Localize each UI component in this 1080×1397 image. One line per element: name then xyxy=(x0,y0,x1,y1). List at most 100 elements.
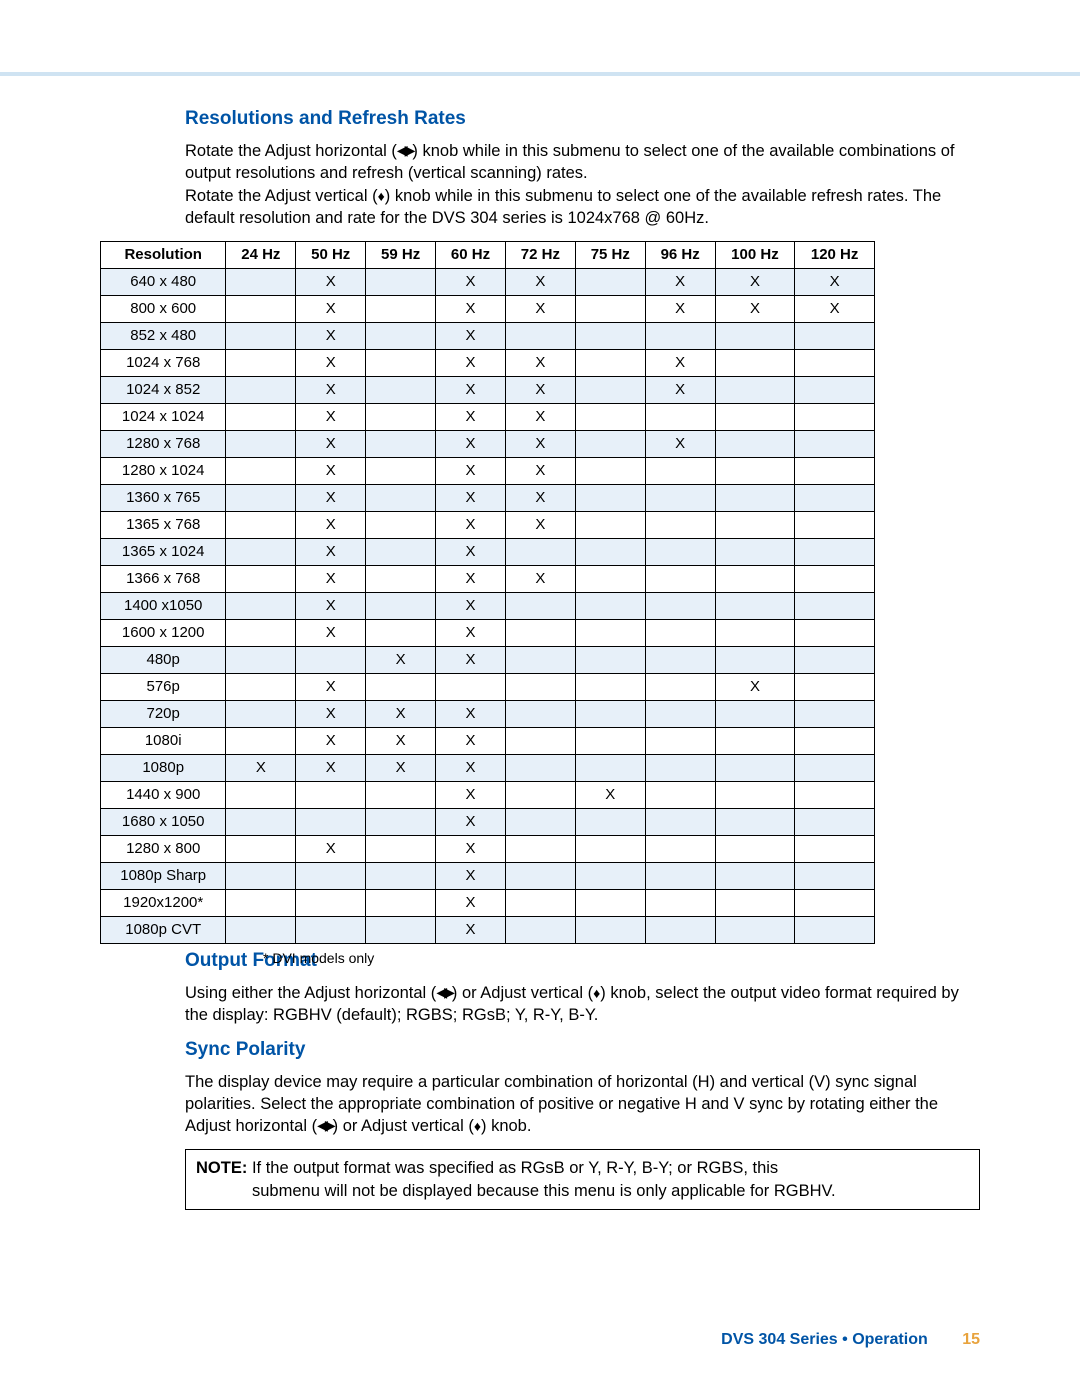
table-row: 1366 x 768XXX xyxy=(101,566,875,593)
table-row: 1080p SharpX xyxy=(101,863,875,890)
support-cell xyxy=(366,890,436,917)
support-cell xyxy=(226,782,296,809)
support-cell xyxy=(226,836,296,863)
table-row: 1280 x 1024XXX xyxy=(101,458,875,485)
support-cell xyxy=(366,458,436,485)
support-cell xyxy=(575,701,645,728)
table-body: 640 x 480XXXXXX800 x 600XXXXXX852 x 480X… xyxy=(101,269,875,944)
support-cell xyxy=(645,782,715,809)
support-cell: X xyxy=(296,431,366,458)
text: ) or Adjust vertical ( xyxy=(452,984,593,1002)
resolution-cell: 1680 x 1050 xyxy=(101,809,226,836)
support-cell: X xyxy=(715,269,795,296)
resolution-cell: 800 x 600 xyxy=(101,296,226,323)
text: Using either the Adjust horizontal ( xyxy=(185,984,436,1002)
support-cell xyxy=(795,917,875,944)
table-row: 1024 x 768XXXX xyxy=(101,350,875,377)
table-row: 1600 x 1200XX xyxy=(101,620,875,647)
support-cell xyxy=(366,485,436,512)
support-cell xyxy=(645,755,715,782)
col-header-hz: 24 Hz xyxy=(226,242,296,269)
paragraph-sync-polarity: The display device may require a particu… xyxy=(185,1071,980,1138)
support-cell: X xyxy=(436,539,506,566)
support-cell xyxy=(366,917,436,944)
support-cell: X xyxy=(366,701,436,728)
support-cell xyxy=(505,782,575,809)
resolution-cell: 1365 x 1024 xyxy=(101,539,226,566)
support-cell xyxy=(505,539,575,566)
support-cell xyxy=(795,863,875,890)
note-text-2: submenu will not be displayed because th… xyxy=(252,1180,969,1202)
footnote: * DVI models only xyxy=(263,950,374,966)
resolution-cell: 1080p CVT xyxy=(101,917,226,944)
support-cell xyxy=(795,674,875,701)
support-cell xyxy=(795,431,875,458)
support-cell xyxy=(575,377,645,404)
support-cell xyxy=(366,809,436,836)
support-cell: X xyxy=(505,350,575,377)
resolution-cell: 1080i xyxy=(101,728,226,755)
support-cell: X xyxy=(296,701,366,728)
resolution-cell: 1024 x 852 xyxy=(101,377,226,404)
text: ) knob. xyxy=(481,1117,531,1135)
support-cell xyxy=(226,458,296,485)
support-cell xyxy=(505,890,575,917)
support-cell: X xyxy=(436,566,506,593)
text: ) or Adjust vertical ( xyxy=(333,1117,474,1135)
resolution-cell: 1920x1200* xyxy=(101,890,226,917)
table-row: 1080p CVTX xyxy=(101,917,875,944)
resolution-cell: 1080p Sharp xyxy=(101,863,226,890)
page: Resolutions and Refresh Rates Rotate the… xyxy=(0,0,1080,1397)
support-cell xyxy=(366,836,436,863)
horizontal-arrows-icon: ◀▶ xyxy=(317,1116,333,1135)
support-cell xyxy=(226,512,296,539)
support-cell: X xyxy=(436,512,506,539)
support-cell xyxy=(575,404,645,431)
support-cell: X xyxy=(505,404,575,431)
resolution-cell: 1080p xyxy=(101,755,226,782)
support-cell xyxy=(505,809,575,836)
support-cell: X xyxy=(575,782,645,809)
col-header-hz: 120 Hz xyxy=(795,242,875,269)
page-number: 15 xyxy=(962,1331,980,1348)
page-footer: DVS 304 Series • Operation 15 xyxy=(721,1331,980,1349)
support-cell: X xyxy=(296,836,366,863)
support-cell: X xyxy=(296,755,366,782)
header-rule xyxy=(0,72,1080,76)
support-cell xyxy=(645,863,715,890)
support-cell xyxy=(795,566,875,593)
support-cell xyxy=(645,674,715,701)
support-cell xyxy=(366,404,436,431)
support-cell xyxy=(226,269,296,296)
support-cell xyxy=(366,431,436,458)
support-cell xyxy=(645,917,715,944)
footer-text: DVS 304 Series • Operation xyxy=(721,1331,928,1348)
support-cell: X xyxy=(296,323,366,350)
col-header-hz: 50 Hz xyxy=(296,242,366,269)
support-cell xyxy=(575,458,645,485)
support-cell: X xyxy=(296,404,366,431)
support-cell xyxy=(795,890,875,917)
paragraph-output-format: Using either the Adjust horizontal (◀▶) … xyxy=(185,982,980,1027)
support-cell xyxy=(715,917,795,944)
support-cell: X xyxy=(436,593,506,620)
support-cell xyxy=(296,890,366,917)
support-cell xyxy=(226,863,296,890)
support-cell xyxy=(575,431,645,458)
support-cell: X xyxy=(505,566,575,593)
support-cell: X xyxy=(505,377,575,404)
vertical-arrows-icon: ♦ xyxy=(378,187,385,206)
support-cell: X xyxy=(505,269,575,296)
support-cell xyxy=(296,809,366,836)
resolution-cell: 1280 x 800 xyxy=(101,836,226,863)
col-header-resolution: Resolution xyxy=(101,242,226,269)
table-row: 576pXX xyxy=(101,674,875,701)
table-header: Resolution24 Hz50 Hz59 Hz60 Hz72 Hz75 Hz… xyxy=(101,242,875,269)
table-row: 480pXX xyxy=(101,647,875,674)
support-cell: X xyxy=(436,836,506,863)
support-cell xyxy=(366,674,436,701)
support-cell xyxy=(575,836,645,863)
support-cell xyxy=(795,539,875,566)
support-cell xyxy=(226,350,296,377)
support-cell xyxy=(575,890,645,917)
